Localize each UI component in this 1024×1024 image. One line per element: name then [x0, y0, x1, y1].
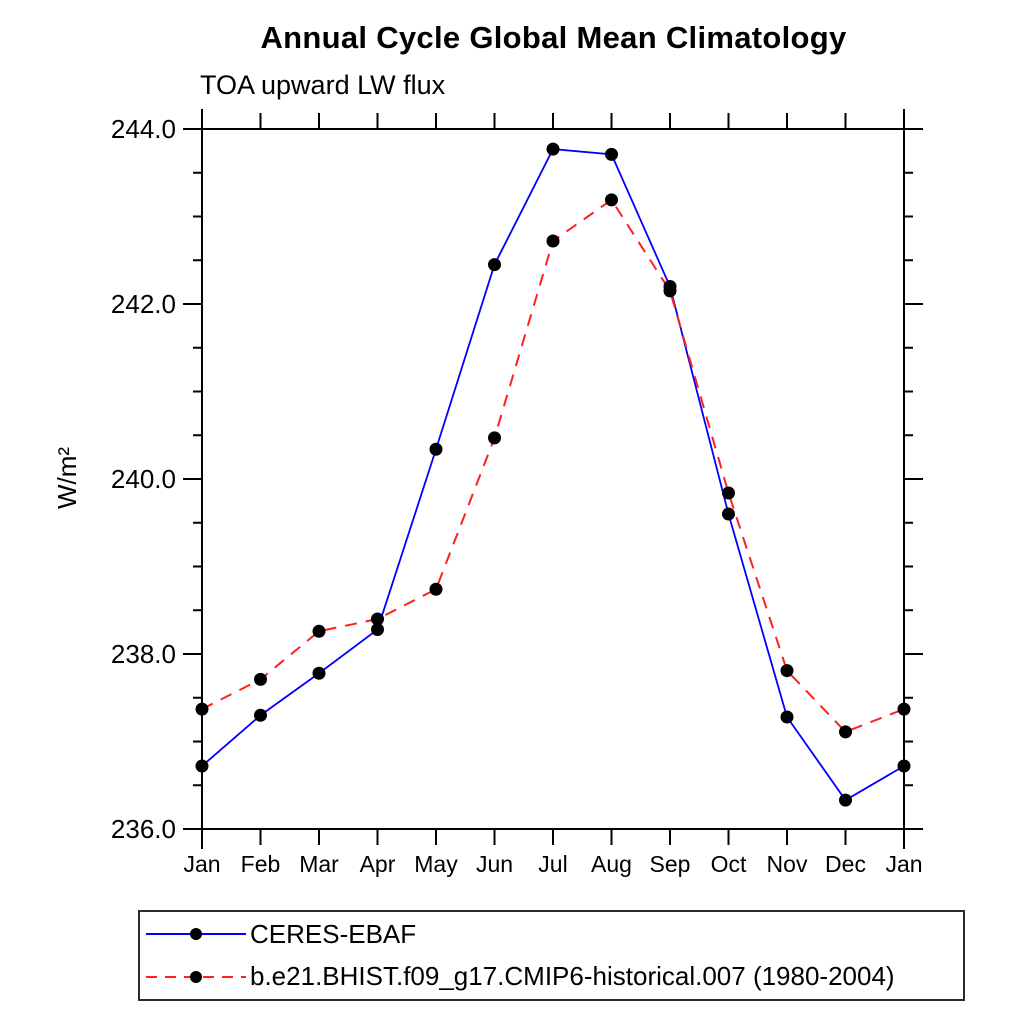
- plot-frame: [201, 128, 905, 830]
- x-tick-label: Oct: [711, 851, 747, 877]
- legend-line-sample-1: [146, 970, 246, 983]
- data-point-s0-Dec: [839, 793, 852, 807]
- legend-marker-0: [190, 928, 202, 941]
- y-tick-label: 238.0: [111, 639, 176, 669]
- data-point-s0-Nov: [780, 710, 794, 724]
- x-tick-label: May: [414, 851, 458, 877]
- y-axis-label: W/m²: [52, 447, 82, 509]
- data-point-s1-Jan: [195, 702, 209, 716]
- data-point-s1-Jun: [488, 431, 501, 445]
- data-point-s0-Jan: [195, 759, 209, 773]
- data-point-s0-Jan: [897, 759, 911, 773]
- legend-item-1: b.e21.BHIST.f09_g17.CMIP6-historical.007…: [140, 957, 963, 997]
- data-point-s0-Jul: [546, 142, 560, 156]
- data-point-s0-Jun: [488, 258, 501, 272]
- data-point-s1-Feb: [254, 672, 267, 686]
- data-point-s1-Mar: [312, 624, 326, 638]
- y-tick-label: 242.0: [111, 289, 176, 319]
- legend-label-0: CERES-EBAF: [250, 918, 417, 949]
- series-line-1: [201, 198, 905, 734]
- x-tick-label: Jan: [885, 851, 922, 877]
- x-tick-label: Jan: [183, 851, 220, 877]
- y-tick-label: 240.0: [111, 464, 176, 494]
- data-point-s0-May: [429, 442, 443, 456]
- data-point-s1-Aug: [605, 193, 618, 207]
- data-point-s1-Dec: [839, 725, 852, 739]
- x-tick-label: Jul: [538, 851, 567, 877]
- data-point-s0-Apr: [371, 623, 384, 636]
- chart-title: Annual Cycle Global Mean Climatology: [260, 20, 847, 55]
- legend: CERES-EBAF b.e21.BHIST.f09_g17.CMIP6-hist…: [138, 910, 965, 1001]
- x-tick-label: Apr: [360, 851, 396, 877]
- data-point-s0-Mar: [312, 666, 326, 680]
- data-point-s1-Nov: [780, 664, 794, 678]
- x-tick-label: Jun: [476, 851, 513, 877]
- legend-item-0: CERES-EBAF: [140, 914, 963, 954]
- data-point-s0-Aug: [605, 147, 618, 161]
- y-tick-label: 236.0: [111, 814, 176, 844]
- legend-label-1: b.e21.BHIST.f09_g17.CMIP6-historical.007…: [250, 961, 895, 992]
- data-point-s0-Feb: [254, 708, 267, 722]
- y-tick-label: 244.0: [111, 114, 176, 144]
- x-tick-label: Sep: [650, 851, 691, 877]
- data-point-s1-Jan: [897, 702, 911, 716]
- x-tick-label: Mar: [299, 851, 339, 877]
- x-tick-label: Dec: [825, 851, 866, 877]
- chart-subtitle: TOA upward LW flux: [200, 70, 446, 100]
- data-point-s1-May: [429, 582, 443, 596]
- data-point-s1-Apr: [371, 612, 384, 626]
- x-tick-label: Aug: [591, 851, 632, 877]
- data-point-s1-Sep: [663, 284, 677, 298]
- x-tick-label: Nov: [767, 851, 808, 877]
- x-tick-label: Feb: [241, 851, 281, 877]
- legend-marker-1: [190, 970, 202, 983]
- data-point-s0-Oct: [722, 507, 735, 521]
- legend-line-sample-0: [146, 928, 246, 941]
- data-point-s1-Oct: [722, 486, 735, 500]
- data-point-s1-Jul: [546, 234, 560, 248]
